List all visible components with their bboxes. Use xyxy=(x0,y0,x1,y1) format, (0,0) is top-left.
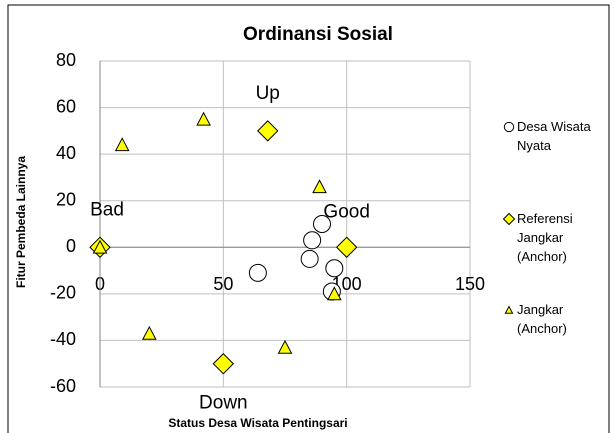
legend-marker xyxy=(502,212,516,226)
y-tick-label: 60 xyxy=(56,96,76,116)
point xyxy=(257,120,279,142)
x-tick-label: 150 xyxy=(455,274,485,294)
point xyxy=(142,325,157,340)
y-tick-label: 0 xyxy=(66,236,76,256)
x-tick-label: 50 xyxy=(213,274,233,294)
y-tick-label: 80 xyxy=(56,50,76,70)
point xyxy=(277,339,293,354)
point xyxy=(212,353,235,375)
point xyxy=(335,236,358,258)
legend-marker xyxy=(504,305,514,314)
legend-marker xyxy=(503,121,515,133)
point xyxy=(313,215,331,233)
point xyxy=(92,239,108,254)
annotation: Up xyxy=(256,83,280,104)
point xyxy=(502,212,516,226)
y-tick-label: -60 xyxy=(50,376,76,396)
y-axis-label: Fitur Pembeda Lainnya xyxy=(14,156,28,288)
legend-label: Referensi Jangkar (Anchor) xyxy=(517,211,573,264)
point xyxy=(503,121,515,133)
point xyxy=(303,231,322,250)
legend-entry: Referensi Jangkar (Anchor) xyxy=(502,209,592,266)
point xyxy=(327,286,342,301)
point xyxy=(300,249,319,268)
point xyxy=(196,111,211,126)
point xyxy=(248,263,267,282)
point xyxy=(312,179,327,194)
annotation: Good xyxy=(323,201,369,222)
legend-entry: Desa Wisata Nyata xyxy=(502,117,592,155)
legend-label: Jangkar (Anchor) xyxy=(517,302,567,336)
chart-title: Ordinansi Sosial xyxy=(243,24,393,45)
y-tick-label: 20 xyxy=(56,189,76,209)
y-tick-label: -20 xyxy=(50,283,76,303)
point xyxy=(504,305,514,314)
x-axis-label: Status Desa Wisata Pentingsari xyxy=(168,416,347,430)
y-tick-label: 40 xyxy=(56,143,76,163)
annotation: Down xyxy=(199,393,248,414)
legend-entry: Jangkar (Anchor) xyxy=(502,300,592,338)
point xyxy=(325,259,344,278)
y-tick-label: -40 xyxy=(50,329,76,349)
legend-label: Desa Wisata Nyata xyxy=(517,119,591,153)
annotation: Bad xyxy=(90,199,124,220)
point xyxy=(114,137,130,152)
